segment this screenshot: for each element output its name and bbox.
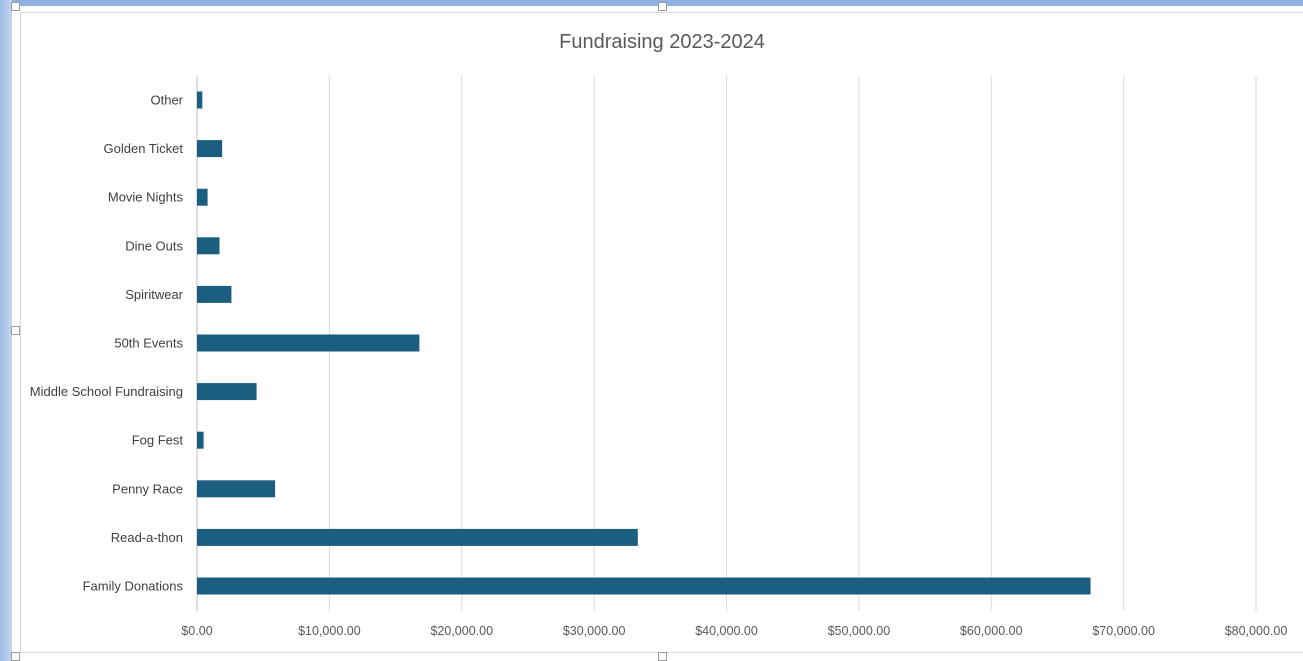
bar[interactable] bbox=[197, 528, 638, 546]
resize-handle-bottom-left[interactable] bbox=[11, 652, 20, 661]
window-frame-top bbox=[0, 0, 1303, 6]
bar[interactable] bbox=[197, 285, 232, 303]
bar[interactable] bbox=[197, 188, 208, 206]
category-label: Other bbox=[150, 93, 183, 108]
bar[interactable] bbox=[197, 334, 420, 352]
category-labels: Family Donations Read-a-thon Penny Race Fog… bbox=[30, 93, 184, 594]
resize-handle-top-center[interactable] bbox=[658, 2, 667, 11]
x-tick-label: $80,000.00 bbox=[1225, 624, 1288, 638]
resize-handle-top-left[interactable] bbox=[11, 2, 20, 11]
x-tick-label: $50,000.00 bbox=[828, 624, 891, 638]
category-label: Family Donations bbox=[83, 579, 184, 594]
category-label: Fog Fest bbox=[132, 433, 184, 448]
bar[interactable] bbox=[197, 91, 203, 109]
x-tick-label: $60,000.00 bbox=[960, 624, 1023, 638]
chart-area[interactable] bbox=[12, 6, 1303, 661]
category-label: Golden Ticket bbox=[104, 141, 184, 156]
category-label: Dine Outs bbox=[125, 238, 183, 253]
x-tick-label: $40,000.00 bbox=[695, 624, 758, 638]
category-label: Read-a-thon bbox=[111, 530, 183, 545]
x-tick-label: $0.00 bbox=[181, 624, 212, 638]
x-tick-label: $30,000.00 bbox=[563, 624, 626, 638]
bar[interactable] bbox=[197, 237, 220, 255]
category-label: 50th Events bbox=[114, 336, 183, 351]
bar[interactable] bbox=[197, 383, 257, 401]
bars bbox=[197, 91, 1091, 595]
window-frame-left bbox=[0, 0, 12, 661]
category-label: Middle School Fundraising bbox=[30, 384, 183, 399]
resize-handle-bottom-center[interactable] bbox=[658, 652, 667, 661]
axis-tick-labels: $0.00 $10,000.00 $20,000.00 $30,000.00 $40,0… bbox=[181, 624, 1287, 638]
category-label: Movie Nights bbox=[108, 190, 184, 205]
chart-title: Fundraising 2023-2024 bbox=[559, 31, 765, 53]
x-tick-label: $70,000.00 bbox=[1092, 624, 1155, 638]
x-tick-label: $20,000.00 bbox=[430, 624, 493, 638]
bar[interactable] bbox=[197, 140, 223, 158]
resize-handle-middle-left[interactable] bbox=[11, 326, 20, 335]
bar[interactable] bbox=[197, 577, 1091, 595]
x-tick-label: $10,000.00 bbox=[298, 624, 361, 638]
gridlines bbox=[196, 76, 1257, 611]
category-label: Spiritwear bbox=[125, 287, 183, 302]
category-label: Penny Race bbox=[112, 481, 183, 496]
bar[interactable] bbox=[197, 480, 276, 498]
bar[interactable] bbox=[197, 431, 204, 449]
